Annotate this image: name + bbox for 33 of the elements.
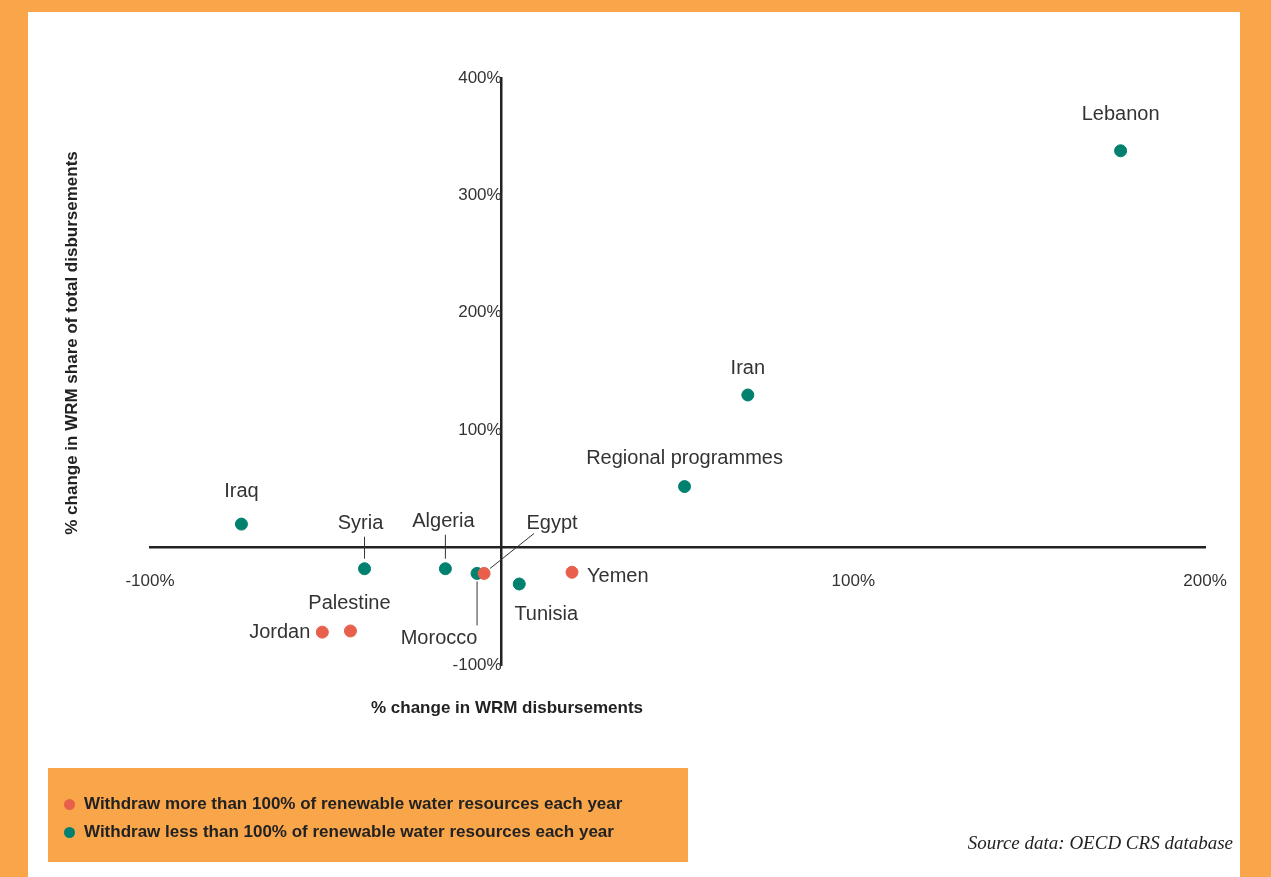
point	[438, 562, 452, 576]
legend-label: Withdraw less than 100% of renewable water resources each year	[84, 822, 614, 842]
annotation: Lebanon	[1081, 102, 1160, 125]
annotation: Iran	[730, 356, 766, 379]
annotation: Jordan	[249, 619, 311, 642]
y-tick-label: 400%	[458, 67, 502, 87]
x-axis-title: % change in WRM disbursements	[370, 697, 644, 717]
annotation: Palestine	[308, 591, 391, 614]
annotation: Regional programmes	[586, 446, 783, 469]
annotation: Iraq	[224, 478, 259, 501]
annotation: Syria	[337, 511, 385, 534]
legend-label: Withdraw more than 100% of renewable water resources each year	[84, 794, 623, 814]
source-note: Source data: OECD CRS database	[967, 832, 1233, 854]
y-tick-label: -100%	[452, 654, 502, 674]
point	[343, 624, 357, 638]
point	[477, 566, 491, 580]
y-axis-title: % change in WRM share of total disbursements	[61, 151, 81, 535]
annotation: Yemen	[587, 563, 649, 586]
point	[315, 625, 329, 639]
point	[678, 480, 692, 494]
annotation: Tunisia	[514, 601, 579, 624]
annotation: Algeria	[412, 509, 476, 532]
point	[565, 565, 579, 579]
point	[741, 388, 755, 402]
x-tick-label: 100%	[831, 571, 876, 591]
point	[1114, 144, 1128, 158]
annotation: Morocco	[400, 625, 478, 648]
x-tick-label: -100%	[125, 571, 175, 591]
point	[234, 517, 248, 531]
point	[512, 577, 526, 591]
annotation: Egypt	[526, 510, 579, 533]
x-tick-label: 200%	[1183, 571, 1227, 591]
point	[358, 562, 372, 576]
